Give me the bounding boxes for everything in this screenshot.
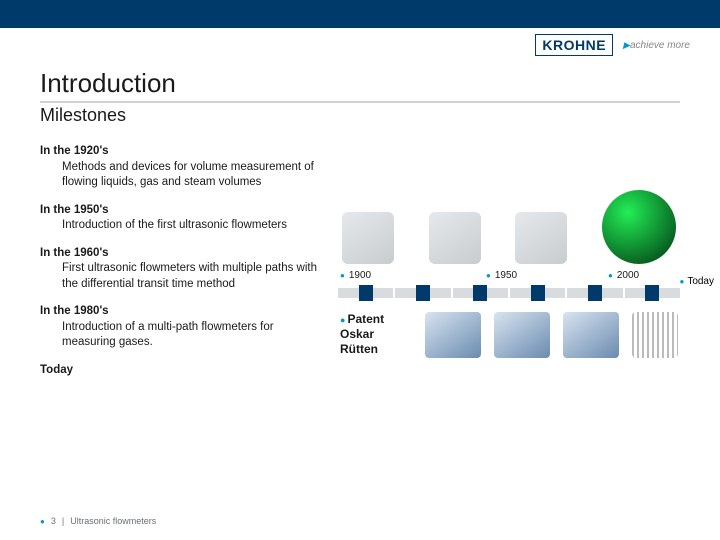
brand-logo: KROHNE [535,34,613,56]
tagline-triangle-icon: ▶ [623,40,630,50]
timeline-marker-icon [359,285,373,301]
tagline-text: achieve more [630,40,690,51]
patent-line: Oskar [340,327,374,341]
bottom-image-row: ●Patent Oskar Rütten [338,312,680,358]
patent-line: Rütten [340,342,378,356]
page-title: Introduction [40,68,680,103]
timeline-segment [395,288,452,298]
timeline-label: ● 1950 [486,270,517,281]
timeline-marker-icon [473,285,487,301]
bullet-icon: ● [679,277,684,286]
timeline-label-text: 1900 [349,270,371,281]
device-image-icon [429,212,481,264]
bullet-icon: ● [340,271,345,280]
timeline-label: ● 2000 [608,270,639,281]
device-image-icon [515,212,567,264]
milestone-heading: Today [40,363,320,379]
footer-separator: | [62,516,64,526]
timeline-today-text: Today [687,276,714,287]
timeline-marker-icon [588,285,602,301]
footer: ● 3 | Ultrasonic flowmeters [40,516,156,526]
footer-page-number: 3 [51,516,56,526]
top-image-row [338,144,680,264]
milestone-heading: In the 1920's [40,144,320,160]
milestone-item: In the 1920's Methods and devices for vo… [40,144,320,191]
timeline-segment [510,288,567,298]
timeline-segment [567,288,624,298]
device-image-icon [342,212,394,264]
timeline-marker-icon [416,285,430,301]
waveform-image-icon [632,312,678,358]
milestone-heading: In the 1980's [40,304,320,320]
timeline-bar [338,288,680,298]
timeline-segment [625,288,680,298]
milestone-body: Methods and devices for volume measureme… [40,160,320,191]
timeline-column: ●1900 ●1950 ●2000 ●Today ●Patent Oskar [338,144,680,390]
bullet-icon: ● [608,271,613,280]
milestone-heading: In the 1960's [40,246,320,262]
timeline-segment [453,288,510,298]
bullet-icon: ● [40,517,45,526]
milestones-column: In the 1920's Methods and devices for vo… [40,144,320,390]
milestone-item: In the 1950's Introduction of the first … [40,203,320,234]
patent-label: ●Patent Oskar Rütten [340,312,412,357]
patent-line: Patent [347,312,384,326]
milestone-body: Introduction of the first ultrasonic flo… [40,218,320,234]
milestone-body: First ultrasonic flowmeters with multipl… [40,261,320,292]
body-row: In the 1920's Methods and devices for vo… [40,144,680,390]
milestone-heading: In the 1950's [40,203,320,219]
timeline-segment [338,288,395,298]
bullet-icon: ● [340,315,345,325]
bullet-icon: ● [486,271,491,280]
timeline-marker-icon [645,285,659,301]
timeline-marker-icon [531,285,545,301]
flowmeter-image-icon [563,312,619,358]
logo-row: KROHNE ▶achieve more [0,28,720,58]
milestone-item: Today [40,363,320,379]
timeline-today-label: ●Today [679,276,714,287]
matrix-globe-icon [602,190,676,264]
milestone-item: In the 1980's Introduction of a multi-pa… [40,304,320,351]
content-area: Introduction Milestones In the 1920's Me… [0,58,720,390]
header-bar [0,0,720,28]
footer-doc-title: Ultrasonic flowmeters [70,516,156,526]
milestone-body: Introduction of a multi-path flowmeters … [40,320,320,351]
timeline-label-text: 2000 [617,270,639,281]
flowmeter-image-icon [494,312,550,358]
timeline-label-text: 1950 [495,270,517,281]
flowmeter-image-icon [425,312,481,358]
timeline-label: ● 1900 [340,270,371,281]
page-subtitle: Milestones [40,105,680,126]
tagline: ▶achieve more [623,40,690,51]
milestone-item: In the 1960's First ultrasonic flowmeter… [40,246,320,293]
